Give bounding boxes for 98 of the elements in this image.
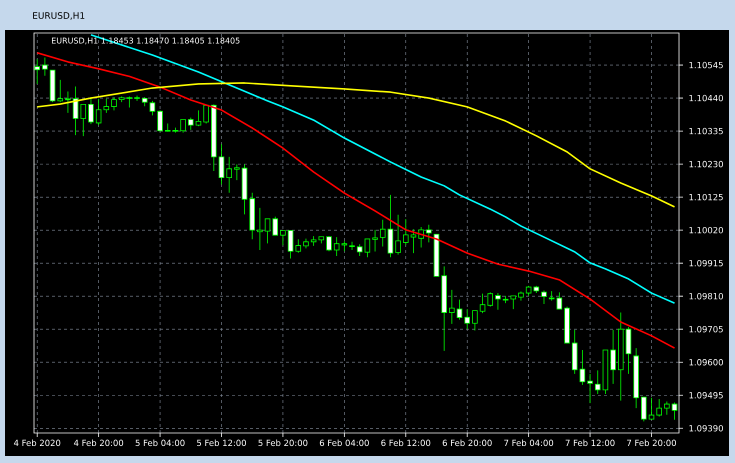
candlestick [587,373,593,404]
candlestick [349,241,355,250]
line-series [36,52,676,349]
candlestick [203,104,209,124]
candlestick [395,214,401,256]
candlestick [356,244,362,256]
candlestick [303,238,309,249]
candlestick [150,100,156,116]
candlestick [664,401,670,416]
candlestick [42,57,48,76]
x-tick-label: 4 Feb 2020 [14,440,60,446]
chart-title: EURUSD,H1 [33,12,84,20]
candlestick [126,96,132,108]
x-tick-label: 5 Feb 20:00 [258,440,308,446]
candlestick [472,310,478,331]
candlestick [580,350,586,386]
y-tick-label: 1.10020 [689,226,723,234]
candlestick [541,290,547,304]
candlestick [388,194,394,258]
candlestick [318,236,324,244]
x-tick-label: 7 Feb 20:00 [627,440,676,446]
candlestick [534,285,540,294]
candlestick [633,348,639,409]
candlestick [403,218,409,246]
candlestick [264,218,270,244]
candlestick [648,397,654,420]
candlestick [564,306,570,344]
candlestick [334,236,340,256]
y-tick-label: 1.10440 [689,94,723,102]
y-tick-label: 1.09810 [689,292,723,300]
candlestick [134,95,140,102]
x-tick-label: 6 Feb 12:00 [381,440,430,446]
candlestick [556,292,562,310]
candlestick [218,144,224,185]
candlestick [310,236,316,246]
candlestick [104,98,110,114]
candlestick [96,98,102,126]
x-tick-label: 4 Feb 20:00 [74,440,124,446]
candlestick [487,292,494,307]
candlestick [380,219,386,247]
candlestick [242,164,248,215]
candlestick [518,291,524,301]
y-tick-label: 1.09705 [689,326,723,332]
candlestick [157,110,163,132]
candlestick [372,229,378,252]
y-tick-label: 1.09915 [689,260,723,266]
candlestick [188,117,194,130]
y-tick-label: 1.10545 [689,62,723,68]
x-tick-label: 6 Feb 20:00 [442,440,492,446]
candlestick [572,329,578,374]
candlestick [288,230,294,259]
candlestick [456,299,462,320]
candlestick [180,119,186,134]
y-tick-label: 1.09600 [689,359,723,366]
candlestick [196,110,202,126]
candlestick [342,240,348,252]
candlestick [234,164,240,181]
candlestick [211,104,217,172]
candlestick [296,238,302,254]
y-tick-label: 1.10230 [689,160,723,168]
candlestick [364,238,370,258]
candlestick [80,104,86,137]
y-tick-label: 1.09495 [689,392,723,398]
candlestick [526,285,532,296]
candlestick [272,216,278,236]
y-tick-label: 1.10335 [689,128,723,134]
y-tick-label: 1.10125 [689,194,723,200]
candlestick [626,326,632,374]
candlestick [50,70,56,103]
candlestick [441,266,447,352]
x-tick-label: 7 Feb 12:00 [566,440,615,446]
candlestick [172,127,178,134]
candlestick [72,86,78,136]
candlestick [111,96,117,111]
x-tick-label: 5 Feb 12:00 [197,440,246,446]
candlestick [249,192,255,240]
candlestick [480,293,486,314]
candlestick [88,96,94,125]
x-tick-label: 5 Feb 04:00 [136,440,185,446]
candlestick [618,312,624,401]
candlestick [410,228,416,254]
candlestick [257,207,263,250]
candlestick [449,290,455,324]
candlestick [602,350,608,394]
candlestick [641,396,647,422]
candlestick [510,295,516,310]
candlestick [495,292,501,310]
candlestick [142,96,148,107]
candlestick [502,295,508,304]
y-tick-label: 1.09390 [689,425,723,432]
candlestick [65,91,71,114]
candlestick [656,398,662,418]
candlestick [610,329,616,384]
x-tick-label: 7 Feb 04:00 [504,440,554,446]
candlestick [280,230,286,246]
x-tick-label: 6 Feb 04:00 [320,440,369,446]
candlestick [326,236,332,252]
candlestick [434,234,440,277]
